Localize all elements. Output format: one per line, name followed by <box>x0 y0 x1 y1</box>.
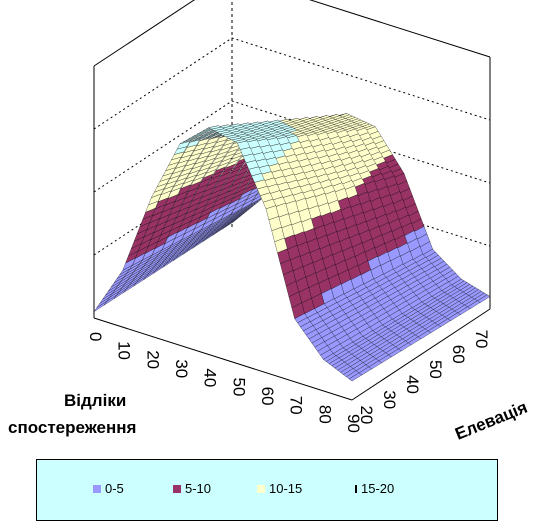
legend-label: 0-5 <box>105 481 124 497</box>
surface-plot <box>93 113 491 382</box>
legend-item: 0-5 <box>93 480 124 496</box>
y-axis-title: Елевація <box>452 398 530 444</box>
y-tick-label: 70 <box>472 330 491 349</box>
y-tick-label: 20 <box>357 405 376 424</box>
legend-label: 10-15 <box>269 481 303 497</box>
legend-label: 5-10 <box>185 481 212 497</box>
gridline-z-10 <box>93 100 491 193</box>
wall-edge-top-right <box>309 0 491 58</box>
x-tick-label: 40 <box>201 368 220 387</box>
x-tick-label: 0 <box>86 332 105 341</box>
y-axis-line <box>351 308 491 401</box>
x-tick-label: 80 <box>315 405 334 424</box>
y-tick-label: 50 <box>426 360 445 379</box>
legend: 0-5 5-10 10-15 15-20 <box>36 459 498 521</box>
legend-swatch <box>355 484 357 493</box>
gridline-z-15 <box>93 37 491 130</box>
legend-item: 5-10 <box>173 480 211 496</box>
x-tick-label: 50 <box>229 378 248 397</box>
legend-swatch <box>257 484 265 493</box>
x-tick-label: 60 <box>258 387 277 406</box>
x-tick-label: 90 <box>344 414 363 433</box>
surface-cell <box>348 372 363 382</box>
y-tick-label: 30 <box>380 390 399 409</box>
x-tick-label: 70 <box>287 396 306 415</box>
x-tick-label: 20 <box>143 350 162 369</box>
x-axis-title-line-2: спостереження <box>8 418 136 437</box>
wall-edge-top-left <box>93 0 195 67</box>
y-tick-label: 60 <box>449 345 468 364</box>
chart-floor <box>93 308 491 401</box>
legend-swatch <box>173 484 181 493</box>
legend-item: 10-15 <box>257 480 302 496</box>
y-tick-label: 40 <box>403 375 422 394</box>
legend-item: 15-20 <box>355 480 394 496</box>
x-axis-title-line-1: Відліки <box>64 391 126 410</box>
x-axis-line <box>93 317 353 401</box>
x-tick-label: 10 <box>115 341 134 360</box>
legend-swatch <box>93 484 101 493</box>
legend-label: 15-20 <box>361 481 395 497</box>
x-tick-label: 30 <box>172 359 191 378</box>
x-axis-ticks: 0 10 20 30 40 50 60 70 80 90 <box>86 332 363 433</box>
